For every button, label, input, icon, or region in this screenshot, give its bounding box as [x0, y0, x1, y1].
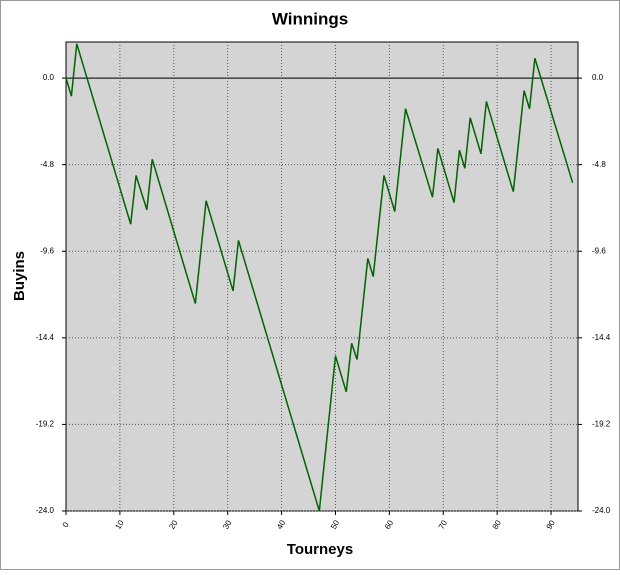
chart-title: Winnings	[272, 9, 348, 28]
y2-tick-label: 0.0	[592, 73, 604, 82]
y-axis-label: Buyins	[11, 251, 28, 301]
y2-tick-label: -4.8	[592, 160, 606, 169]
plot-area	[65, 41, 579, 512]
y-tick-label: 0.0	[43, 73, 55, 82]
y2-tick-label: -19.2	[592, 420, 611, 429]
x-axis-label: Tourneys	[287, 541, 353, 558]
y-tick-label: -24.0	[36, 506, 55, 515]
data-line	[65, 43, 574, 512]
y-tick-label: -4.8	[40, 160, 54, 169]
y-tick-label: -19.2	[36, 420, 55, 429]
y-tick-label: -14.4	[36, 333, 55, 342]
y2-tick-label: -24.0	[592, 506, 611, 515]
x-tick-label: 0	[61, 520, 71, 529]
y2-tick-label: -14.4	[592, 333, 611, 342]
y2-tick-label: -9.6	[592, 246, 606, 255]
y-tick-label: -9.6	[40, 246, 54, 255]
